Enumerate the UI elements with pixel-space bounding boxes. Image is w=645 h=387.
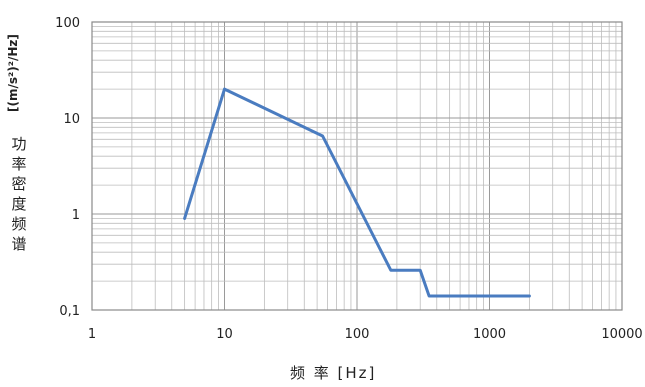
y-axis-title: 功率密度频谱 bbox=[11, 135, 27, 253]
series-layer bbox=[183, 87, 531, 298]
x-tick-label: 1000 bbox=[473, 327, 506, 342]
plot-frame bbox=[91, 21, 623, 311]
y-tick-label: 100 bbox=[55, 16, 80, 31]
y-axis-unit: [(m/s²)²/Hz] bbox=[6, 34, 20, 112]
grid-lines bbox=[91, 22, 622, 311]
y-tick-label: 10 bbox=[63, 112, 80, 127]
x-tick-label: 10000 bbox=[601, 327, 642, 342]
x-axis-label: 频 率 [Hz] bbox=[290, 364, 377, 382]
y-tick-label: 0,1 bbox=[59, 304, 80, 319]
x-tick-label: 100 bbox=[345, 327, 370, 342]
axes bbox=[91, 21, 623, 311]
tick-labels: 1 10 100 1000 10000 100 10 1 0,1 bbox=[55, 16, 643, 342]
x-tick-label: 10 bbox=[216, 327, 233, 342]
y-axis-label: [(m/s²)²/Hz] 功率密度频谱 bbox=[6, 18, 32, 278]
y-tick-label: 1 bbox=[72, 208, 80, 223]
x-tick-label: 1 bbox=[88, 327, 96, 342]
